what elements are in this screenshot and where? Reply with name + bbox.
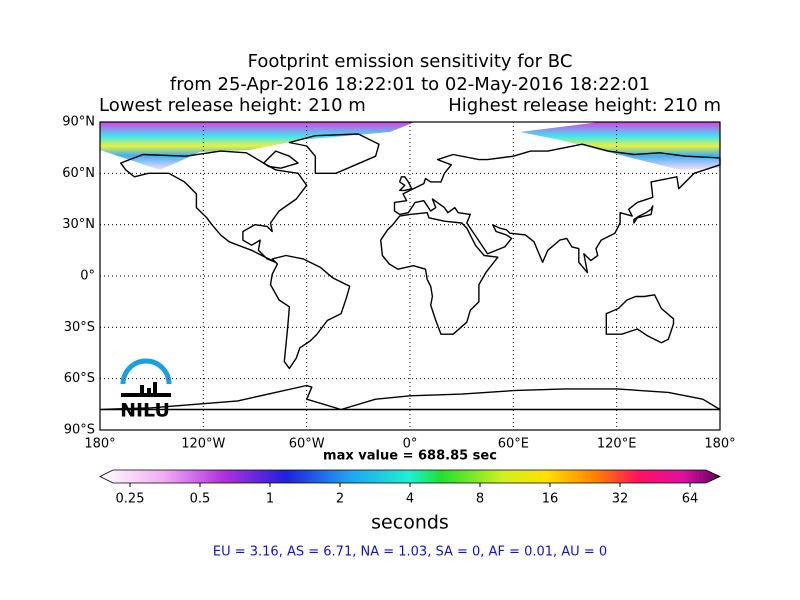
y-tick-label: 0°	[80, 269, 95, 284]
colorbar-tick-label: 4	[406, 492, 414, 507]
coastline	[262, 150, 299, 169]
y-tick-label: 90°N	[62, 115, 95, 130]
coastline	[269, 254, 351, 370]
coastline	[380, 212, 499, 335]
coastline	[288, 133, 380, 174]
coastline	[393, 143, 721, 274]
y-tick-label: 90°S	[64, 423, 95, 438]
highest-release: Highest release height: 210 m	[448, 95, 721, 116]
max-value: max value = 688.85 sec	[323, 449, 497, 464]
title-line: from 25-Apr-2016 18:22:01 to 02-May-2016…	[170, 74, 650, 95]
y-tick-label: 30°S	[64, 320, 95, 335]
colorbar	[99, 469, 721, 484]
y-tick-label: 60°S	[64, 371, 95, 386]
footprint	[100, 122, 720, 170]
colorbar-tick-label: 1	[266, 492, 274, 507]
x-tick-label: 180°	[84, 437, 115, 452]
footer: EU = 3.16, AS = 6.71, NA = 1.03, SA = 0,…	[213, 545, 607, 560]
colorbar-tick-label: 2	[336, 492, 344, 507]
colorbar-label: seconds	[371, 512, 449, 534]
colorbar-tick-label: 0.25	[116, 492, 145, 507]
coastline	[605, 294, 675, 344]
y-tick-label: 30°N	[62, 217, 95, 232]
colorbar-tick-label: 0.5	[190, 492, 211, 507]
x-tick-label: 120°E	[597, 437, 637, 452]
coastlines	[99, 133, 721, 411]
x-tick-label: 120°W	[181, 437, 225, 452]
x-tick-label: 60°E	[498, 437, 529, 452]
x-tick-label: 180°	[704, 437, 735, 452]
coastline	[633, 205, 654, 224]
colorbar-tick-label: 16	[542, 492, 559, 507]
x-tick-label: 60°W	[289, 437, 325, 452]
title-line: Footprint emission sensitivity for BC	[248, 51, 573, 72]
colorbar-tick-label: 64	[682, 492, 699, 507]
x-tick-label: 0°	[403, 437, 418, 452]
coastline	[99, 384, 721, 411]
nilu-logo: NILU	[120, 358, 172, 422]
coastline	[120, 150, 308, 263]
coastline	[399, 176, 413, 192]
y-tick-label: 60°N	[62, 166, 95, 181]
logo-text: NILU	[120, 400, 170, 422]
lowest-release: Lowest release height: 210 m	[99, 95, 366, 116]
colorbar-tick-label: 32	[612, 492, 629, 507]
colorbar-tick-label: 8	[476, 492, 484, 507]
